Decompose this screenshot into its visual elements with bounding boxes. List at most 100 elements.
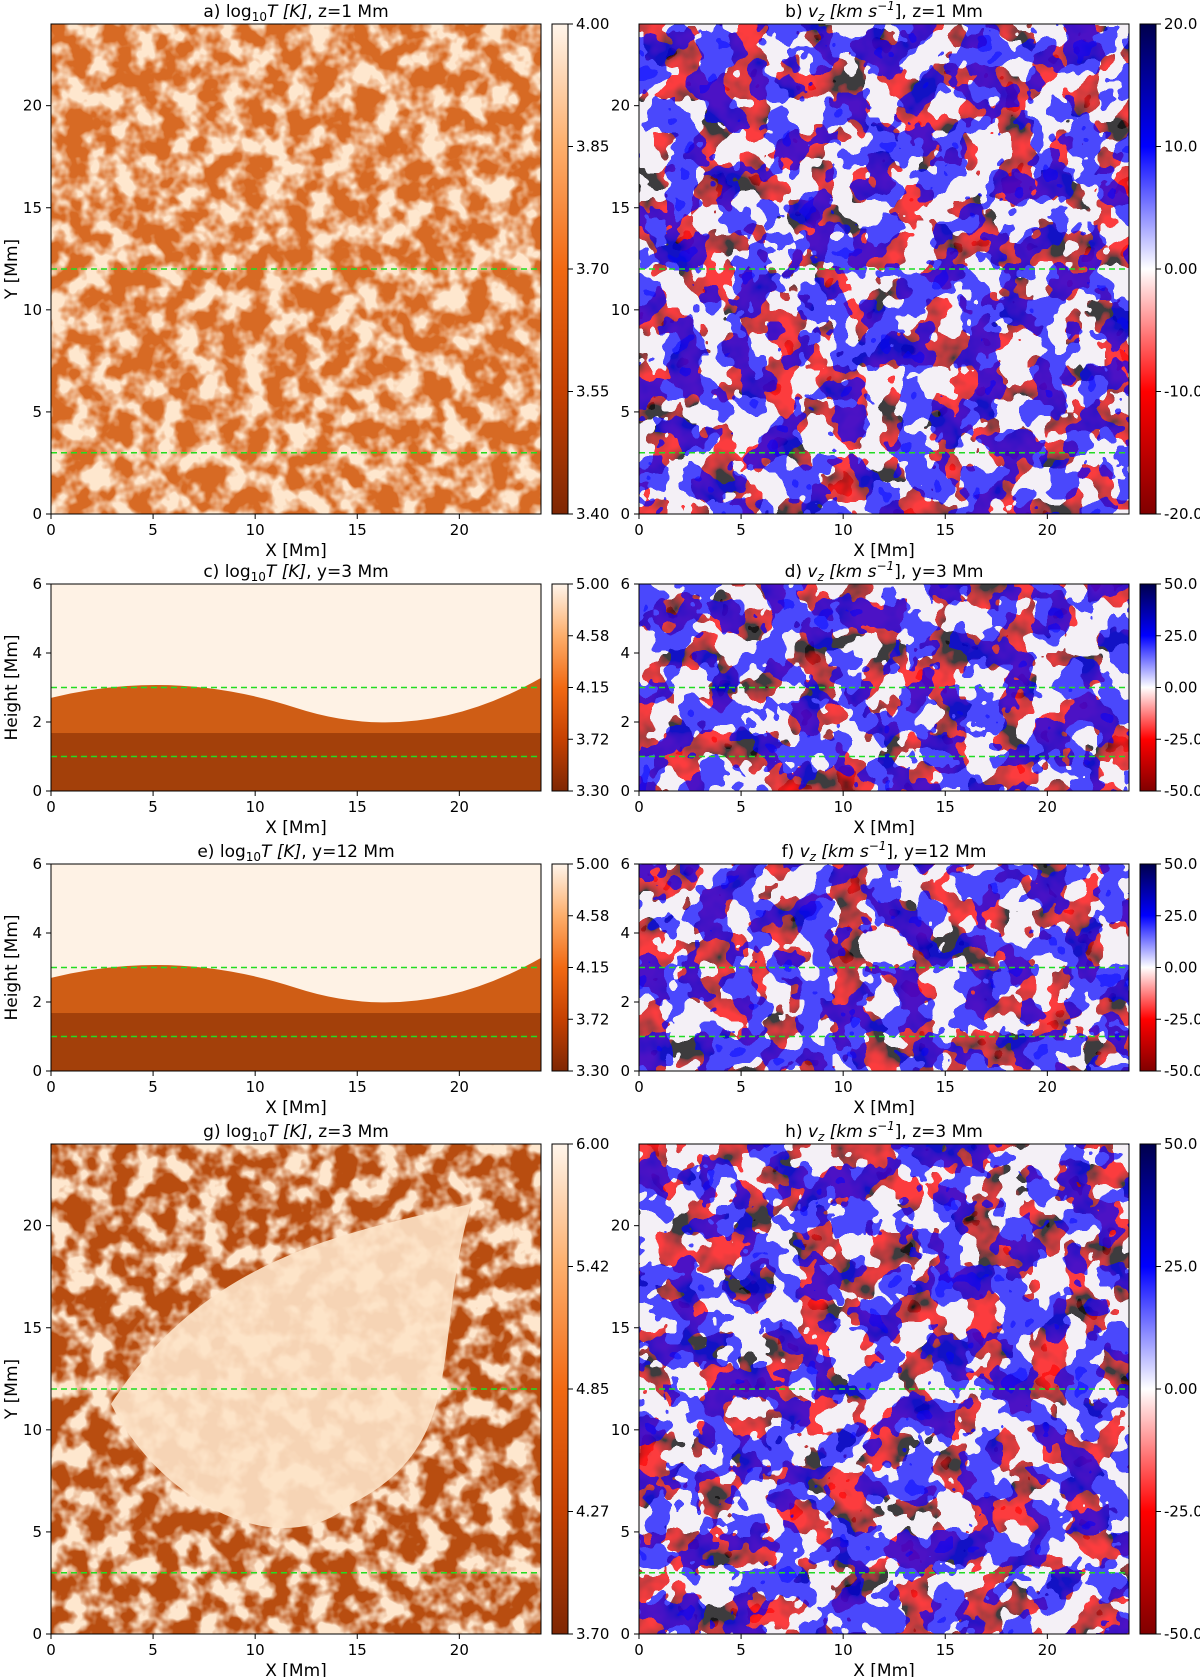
- y-tick-label: 15: [611, 1319, 630, 1337]
- x-axis-label: X [Mm]: [853, 1098, 915, 1118]
- title-part: T [K]: [267, 2, 307, 22]
- x-tick-label: 5: [736, 1078, 746, 1096]
- title-part: log: [220, 842, 246, 862]
- colorbar-tick-label: 4.58: [576, 627, 609, 645]
- x-tick-label: 20: [450, 1078, 469, 1096]
- colorbar-tick-label: -50.0: [1164, 1062, 1200, 1080]
- panel-title: a) log10T [K], z=1 Mm: [203, 2, 388, 24]
- x-tick-label: 15: [936, 1641, 955, 1659]
- y-tick-label: 0: [620, 1625, 630, 1643]
- plot-frame: [638, 1143, 1130, 1635]
- x-tick-label: 5: [736, 798, 746, 816]
- y-tick-label: 0: [32, 1062, 42, 1080]
- title-part: [km s: [824, 2, 877, 22]
- y-tick-label: 4: [620, 644, 630, 662]
- x-tick-label: 0: [46, 521, 56, 539]
- x-tick-label: 20: [1038, 1078, 1057, 1096]
- colorbar-tick-label: 3.55: [576, 383, 609, 401]
- y-tick-label: 5: [620, 1523, 630, 1541]
- colorbar-tick-label: 6.00: [576, 1135, 609, 1153]
- title-part: −1: [877, 0, 895, 13]
- panel-title: b) vz [km s−1], z=1 Mm: [785, 0, 983, 24]
- x-tick-label: 0: [634, 521, 644, 539]
- colorbar-tick-label: 25.0: [1164, 627, 1197, 645]
- x-tick-label: 20: [450, 521, 469, 539]
- colorbar-tick-label: 3.70: [576, 1625, 609, 1643]
- y-tick-label: 15: [23, 199, 42, 217]
- x-axis-label: X [Mm]: [265, 818, 327, 838]
- x-tick-label: 5: [148, 798, 158, 816]
- plot-frame: [638, 23, 1130, 515]
- y-tick-label: 0: [620, 505, 630, 523]
- title-part: 10: [252, 1130, 267, 1144]
- panel-b: 0 5 10 15 20 0 5 10 15 20 X [Mm] b) vz [km s−1], z=…: [611, 0, 1200, 561]
- bottom-layer: [51, 1013, 541, 1071]
- colorbar-tick-label: 20.0: [1164, 15, 1197, 33]
- x-tick-label: 10: [834, 798, 853, 816]
- title-part: ], z=1 Mm: [895, 2, 983, 22]
- bottom-layer: [51, 733, 541, 791]
- y-tick-label: 15: [23, 1319, 42, 1337]
- colorbar-tick-label: 0.00: [1164, 679, 1197, 697]
- plot-frame: [638, 863, 1130, 1072]
- title-part: log: [226, 2, 252, 22]
- x-tick-label: 15: [936, 798, 955, 816]
- y-tick-label: 15: [611, 199, 630, 217]
- colorbar-tick-label: 0.00: [1164, 959, 1197, 977]
- y-tick-label: 4: [32, 644, 42, 662]
- colorbar-tick-label: -10.0: [1164, 383, 1200, 401]
- title-part: h): [785, 1122, 808, 1142]
- plot-frame: [638, 583, 1130, 792]
- plot-frame: [50, 1143, 542, 1635]
- y-tick-label: 10: [23, 301, 42, 319]
- colorbar-tick-label: 3.72: [576, 730, 609, 748]
- x-tick-label: 15: [936, 521, 955, 539]
- y-tick-label: 0: [620, 1062, 630, 1080]
- x-tick-label: 10: [834, 1641, 853, 1659]
- title-part: 10: [252, 10, 267, 24]
- x-tick-label: 0: [46, 798, 56, 816]
- title-part: c): [203, 562, 224, 582]
- y-tick-label: 5: [620, 403, 630, 421]
- y-tick-label: 0: [620, 782, 630, 800]
- colorbar-tick-label: 4.15: [576, 959, 609, 977]
- colorbar-tick-label: 4.00: [576, 15, 609, 33]
- y-axis-label: Height [Mm]: [2, 634, 22, 740]
- title-part: v: [808, 2, 819, 22]
- x-tick-label: 5: [148, 521, 158, 539]
- title-part: [km s: [824, 562, 877, 582]
- colorbar-tick-label: 50.0: [1164, 855, 1197, 873]
- colorbar-tick-label: -20.0: [1164, 505, 1200, 523]
- y-tick-label: 2: [620, 993, 630, 1011]
- y-tick-label: 10: [611, 301, 630, 319]
- x-tick-label: 20: [1038, 1641, 1057, 1659]
- colorbar: [1139, 23, 1157, 515]
- y-tick-label: 0: [32, 505, 42, 523]
- title-part: ], y=12 Mm: [886, 842, 986, 862]
- title-part: [km s: [816, 842, 869, 862]
- colorbar: [551, 1143, 569, 1635]
- y-tick-label: 5: [32, 403, 42, 421]
- x-tick-label: 20: [1038, 521, 1057, 539]
- title-part: b): [785, 2, 808, 22]
- title-part: g): [203, 1122, 226, 1142]
- x-axis-label: X [Mm]: [853, 541, 915, 561]
- y-tick-label: 6: [32, 855, 42, 873]
- x-tick-label: 10: [834, 521, 853, 539]
- y-axis-label: Y [Mm]: [2, 1359, 22, 1420]
- title-part: d): [785, 562, 808, 582]
- panel-h: 0 5 10 15 20 0 5 10 15 20 X [Mm] h) vz [km s−1], z=…: [611, 1119, 1200, 1677]
- title-part: log: [226, 1122, 252, 1142]
- x-tick-label: 5: [736, 521, 746, 539]
- title-part: ], z=3 Mm: [895, 1122, 983, 1142]
- colorbar-tick-label: 4.58: [576, 907, 609, 925]
- colorbar-tick-label: 4.27: [576, 1503, 609, 1521]
- title-part: , y=12 Mm: [301, 842, 394, 862]
- y-tick-label: 6: [620, 855, 630, 873]
- colorbar-tick-label: 3.40: [576, 505, 609, 523]
- title-part: 10: [251, 570, 266, 584]
- colorbar-tick-label: 0.00: [1164, 260, 1197, 278]
- title-part: v: [808, 1122, 819, 1142]
